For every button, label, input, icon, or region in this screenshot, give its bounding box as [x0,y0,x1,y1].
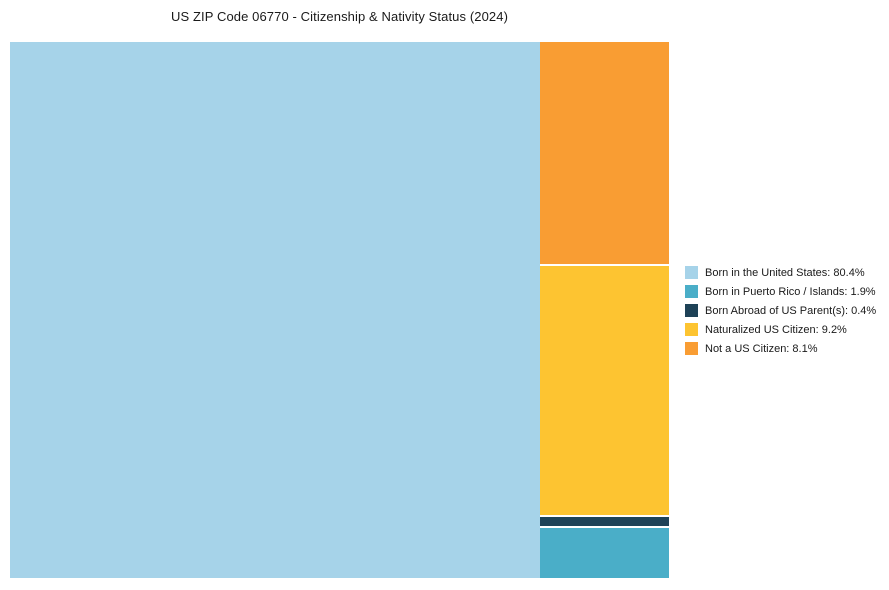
legend-swatch [685,266,698,279]
treemap-plot [10,42,669,578]
legend-swatch [685,323,698,336]
legend-swatch [685,285,698,298]
legend-item: Not a US Citizen: 8.1% [685,342,876,355]
treemap-right-column [539,42,669,578]
legend-swatch [685,342,698,355]
legend-item: Born in Puerto Rico / Islands: 1.9% [685,285,876,298]
chart-title: US ZIP Code 06770 - Citizenship & Nativi… [170,9,509,24]
legend: Born in the United States: 80.4% Born in … [685,266,876,355]
legend-item: Born Abroad of US Parent(s): 0.4% [685,304,876,317]
legend-label: Born Abroad of US Parent(s): 0.4% [705,304,877,317]
treemap-segment[interactable] [539,526,669,578]
legend-label: Born in Puerto Rico / Islands: 1.9% [705,285,876,298]
treemap-segment[interactable] [539,42,669,264]
legend-label: Born in the United States: 80.4% [705,266,865,279]
legend-label: Naturalized US Citizen: 9.2% [705,323,847,336]
treemap-segment[interactable] [539,263,669,516]
legend-item: Naturalized US Citizen: 9.2% [685,323,876,336]
legend-item: Born in the United States: 80.4% [685,266,876,279]
treemap-segment-main[interactable] [10,42,540,578]
legend-swatch [685,304,698,317]
legend-label: Not a US Citizen: 8.1% [705,342,818,355]
treemap-segment[interactable] [539,515,669,527]
